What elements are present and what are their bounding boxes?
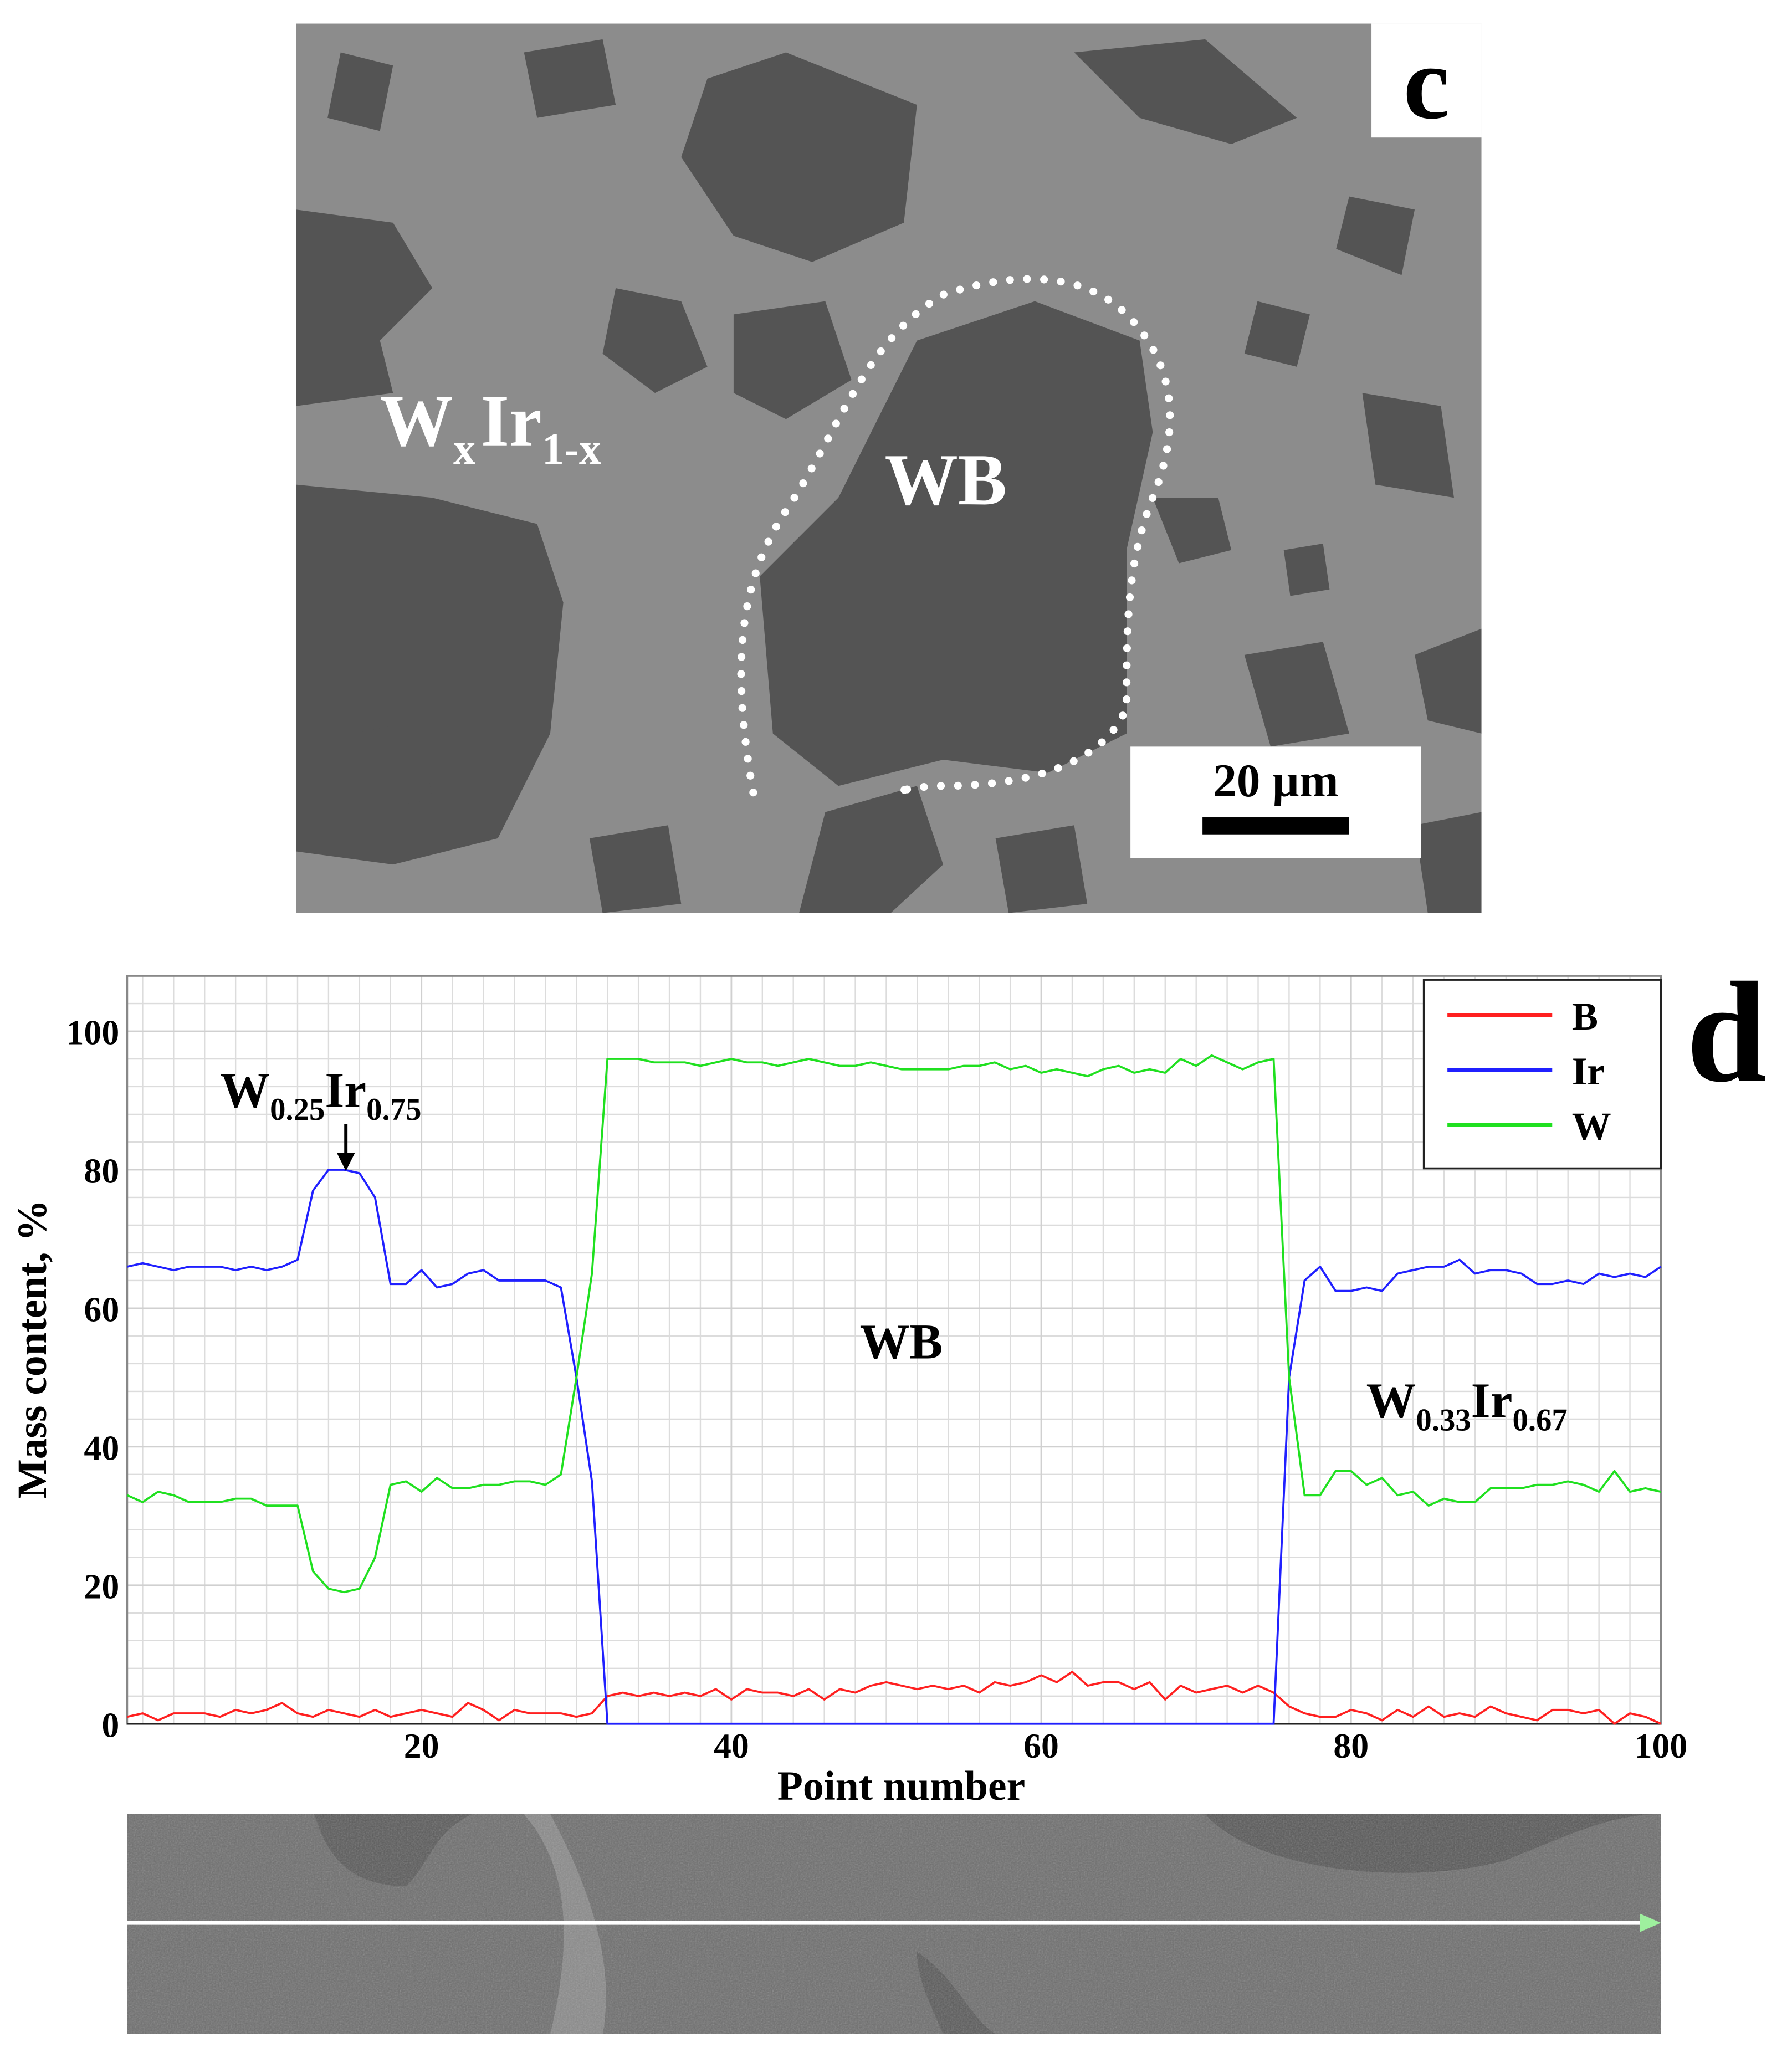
phase-label: Wx Ir1-x [380, 380, 601, 474]
annotation-part: W [1366, 1374, 1416, 1429]
series-line [127, 1671, 1662, 1725]
legend-label: W [1572, 1105, 1611, 1149]
plot: 0 20 40 60 80 100 20 40 60 80 100 B Ir W [66, 975, 1688, 1765]
sem-image [296, 23, 1482, 913]
plot-background [127, 976, 1661, 1724]
series-line [126, 1054, 1661, 1594]
legend-box [1422, 979, 1662, 1170]
scale-bar-label: 20 µm [1213, 755, 1338, 807]
y-tick-label: 80 [84, 1151, 119, 1191]
annotation-part: Ir [1471, 1374, 1513, 1429]
panel-label: d [1686, 953, 1767, 1112]
x-axis-label: Point number [777, 1763, 1025, 1809]
panel-label-box [1371, 23, 1482, 138]
annotation: WB [860, 1314, 943, 1369]
phase-label-part: W [380, 380, 453, 462]
x-tick-label: 80 [1333, 1726, 1369, 1765]
phase-label-sub: 1-x [542, 424, 601, 474]
line-scan-image [127, 1814, 1661, 2034]
annotation-sub: 0.75 [366, 1092, 421, 1127]
y-tick-label: 60 [84, 1290, 119, 1329]
region-label: WB [884, 439, 1007, 520]
y-tick-label: 0 [101, 1705, 119, 1744]
x-tick-label: 60 [1023, 1726, 1059, 1765]
y-tick-label: 100 [66, 1013, 120, 1052]
annotation-sub: 0.25 [270, 1092, 325, 1127]
y-axis-label: Mass content, % [9, 1200, 55, 1499]
phase-label-part: Ir [481, 380, 542, 462]
x-tick-label: 20 [404, 1726, 439, 1765]
scale-bar [1202, 817, 1349, 835]
panel-label: c [1403, 24, 1450, 141]
phase-label-sub: x [453, 424, 475, 474]
scale-bar-box [1130, 746, 1421, 858]
legend-label: Ir [1572, 1050, 1605, 1093]
y-tick-label: 20 [84, 1567, 119, 1606]
annotation-part: Ir [325, 1063, 366, 1118]
annotation-part: W [220, 1063, 270, 1118]
annotation: W0.33Ir0.67 [1366, 1374, 1568, 1438]
y-tick-label: 40 [84, 1429, 119, 1468]
annotation-arrowhead [336, 1153, 355, 1171]
annotation: W0.25Ir0.75 [220, 1063, 421, 1127]
annotation-sub: 0.33 [1416, 1402, 1471, 1437]
x-tick-label: 100 [1635, 1726, 1688, 1765]
x-tick-label: 40 [714, 1726, 749, 1765]
legend-label: B [1572, 995, 1598, 1038]
annotation-sub: 0.67 [1513, 1402, 1568, 1437]
series-line [127, 1169, 1662, 1725]
